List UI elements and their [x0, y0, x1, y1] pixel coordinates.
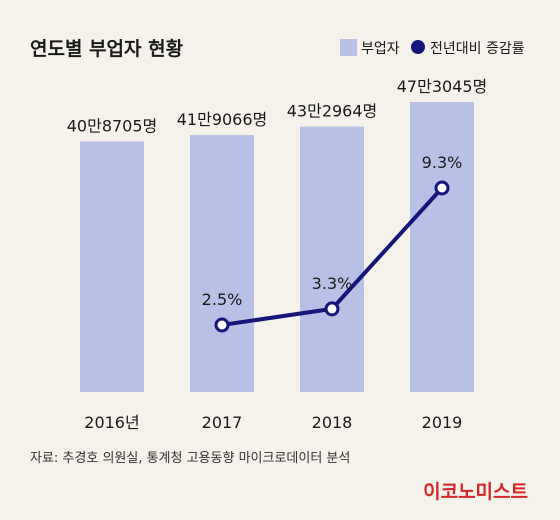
bar-value-label: 40만8705명	[67, 116, 158, 135]
rate-value-label: 3.3%	[312, 274, 353, 293]
bar-value-label: 47만3045명	[397, 77, 488, 96]
bar-2019	[410, 102, 474, 392]
rate-series	[214, 180, 450, 333]
rate-point-2019	[434, 180, 450, 196]
rate-point-2017	[214, 317, 230, 333]
legend-bar-swatch	[340, 39, 357, 56]
bar-value-label: 43만2964명	[287, 102, 378, 121]
chart-title: 연도별 부업자 현황	[30, 37, 184, 60]
legend-line-label: 전년대비 증감률	[430, 41, 525, 57]
bar-data-labels: 40만8705명 41만9066명 43만2964명 47만3045명	[67, 77, 488, 135]
bar-2018	[300, 126, 364, 392]
x-tick-label: 2019	[422, 413, 463, 432]
source-note: 자료: 추경호 의원실, 통계청 고용동향 마이크로데이터 분석	[30, 451, 350, 466]
x-tick-label: 2018	[312, 413, 353, 432]
rate-point-2018	[324, 301, 340, 317]
rate-data-labels: 2.5% 3.3% 9.3%	[202, 153, 463, 309]
bar-2017	[190, 135, 254, 392]
x-tick-label: 2016년	[84, 413, 139, 432]
brand-logo: 이코노미스트	[423, 481, 528, 503]
legend-bar-label: 부업자	[361, 41, 400, 57]
legend-line-marker	[411, 40, 425, 54]
bar-series	[80, 102, 474, 392]
bar-2016년	[80, 141, 144, 392]
bar-value-label: 41만9066명	[177, 110, 268, 129]
legend: 부업자 전년대비 증감률	[340, 39, 525, 57]
x-tick-label: 2017	[202, 413, 243, 432]
x-axis-ticks: 2016년 2017 2018 2019	[84, 413, 462, 432]
rate-value-label: 9.3%	[422, 153, 463, 172]
rate-value-label: 2.5%	[202, 290, 243, 309]
